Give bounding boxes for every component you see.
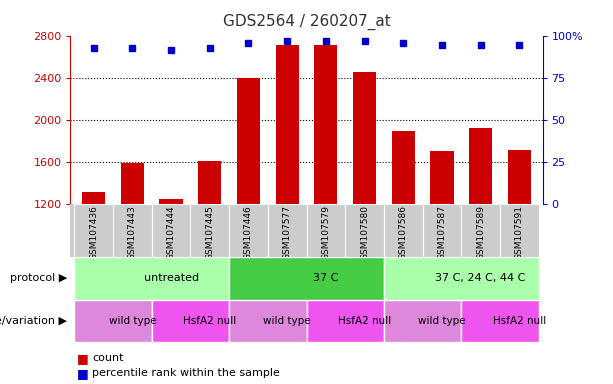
Bar	[392, 131, 415, 204]
Bar	[74, 300, 152, 342]
Text: GSM107591: GSM107591	[515, 205, 524, 260]
Text: GSM107586: GSM107586	[398, 205, 408, 260]
Bar	[152, 204, 191, 257]
Bar	[353, 72, 376, 204]
Bar	[121, 163, 144, 204]
Text: GDS2564 / 260207_at: GDS2564 / 260207_at	[223, 13, 390, 30]
Bar	[237, 78, 260, 204]
Bar	[198, 161, 221, 204]
Text: GSM107446: GSM107446	[244, 205, 253, 260]
Bar	[191, 204, 229, 257]
Text: GSM107444: GSM107444	[167, 205, 175, 260]
Bar	[384, 204, 422, 257]
Text: protocol ▶: protocol ▶	[10, 273, 67, 283]
Bar	[113, 204, 152, 257]
Bar	[268, 204, 306, 257]
Bar	[229, 204, 268, 257]
Bar	[422, 204, 461, 257]
Bar	[384, 300, 461, 342]
Bar	[469, 128, 492, 204]
Text: GSM107579: GSM107579	[321, 205, 330, 260]
Bar	[82, 192, 105, 204]
Text: percentile rank within the sample: percentile rank within the sample	[92, 368, 280, 378]
Text: GSM107587: GSM107587	[438, 205, 446, 260]
Text: HsfA2 null: HsfA2 null	[183, 316, 237, 326]
Bar	[74, 257, 229, 300]
Bar	[229, 300, 306, 342]
Bar	[229, 257, 384, 300]
Bar	[461, 300, 539, 342]
Text: count: count	[92, 353, 123, 363]
Bar	[152, 300, 229, 342]
Bar	[508, 150, 531, 204]
Text: ■: ■	[77, 352, 88, 365]
Text: wild type: wild type	[109, 316, 156, 326]
Text: GSM107577: GSM107577	[283, 205, 292, 260]
Text: genotype/variation ▶: genotype/variation ▶	[0, 316, 67, 326]
Text: HsfA2 null: HsfA2 null	[493, 316, 546, 326]
Bar	[430, 151, 454, 204]
Text: 37 C, 24 C, 44 C: 37 C, 24 C, 44 C	[435, 273, 526, 283]
Text: wild type: wild type	[418, 316, 466, 326]
Text: GSM107580: GSM107580	[360, 205, 369, 260]
Text: GSM107436: GSM107436	[89, 205, 98, 260]
Bar	[345, 204, 384, 257]
Text: wild type: wild type	[264, 316, 311, 326]
Text: untreated: untreated	[143, 273, 199, 283]
Bar	[306, 204, 345, 257]
Bar	[384, 257, 539, 300]
Text: 37 C: 37 C	[313, 273, 338, 283]
Bar	[74, 204, 113, 257]
Bar	[306, 300, 384, 342]
Text: HsfA2 null: HsfA2 null	[338, 316, 391, 326]
Bar	[159, 199, 183, 204]
Bar	[500, 204, 539, 257]
Text: GSM107443: GSM107443	[128, 205, 137, 260]
Text: GSM107445: GSM107445	[205, 205, 215, 260]
Bar	[276, 45, 299, 204]
Bar	[314, 45, 337, 204]
Bar	[461, 204, 500, 257]
Text: GSM107589: GSM107589	[476, 205, 485, 260]
Text: ■: ■	[77, 367, 88, 380]
